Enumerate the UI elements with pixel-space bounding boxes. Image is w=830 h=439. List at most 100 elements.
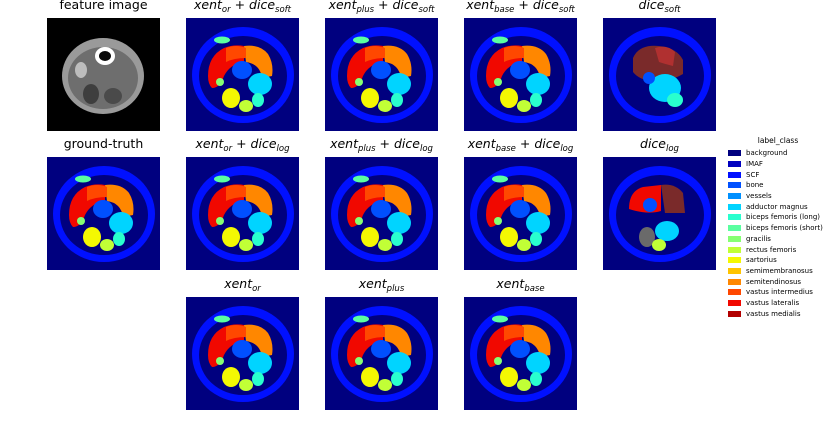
title-term: xent [224, 276, 253, 291]
legend-swatch [728, 214, 741, 221]
biceps-femoris-long-region [391, 93, 403, 107]
legend-swatch [728, 299, 741, 306]
semitendinosus-region [383, 324, 412, 357]
biceps-femoris-short-region [214, 36, 230, 44]
rectus-femoris-region [239, 100, 253, 112]
panel-dice_soft: dicesoft [603, 0, 716, 131]
gracilis-region [494, 357, 502, 365]
biceps-femoris-short-region [353, 36, 369, 44]
legend-swatch [728, 267, 741, 274]
adductor-magnus-region [248, 352, 272, 374]
title-subscript: log [419, 144, 433, 154]
semitendinosus-region [105, 184, 134, 217]
gracilis-region [494, 217, 502, 225]
title-subscript: plus [357, 144, 376, 154]
biceps-femoris-long-region [391, 232, 403, 246]
gracilis-region [494, 78, 502, 86]
bone-region [510, 200, 530, 218]
adductor-magnus-region [387, 73, 411, 95]
gracilis-region [77, 217, 85, 225]
segmentation-image [464, 297, 577, 410]
panel-title: dicesoft [603, 0, 716, 15]
adductor-magnus-region [109, 212, 133, 234]
vastus-intermedius-region [226, 46, 246, 62]
panel-xent_or_dice_soft: xentor + dicesoft [186, 0, 299, 131]
title-subscript: or [221, 5, 231, 15]
sartorius-region [500, 227, 518, 247]
rectus-femoris-region [100, 239, 114, 251]
bone-region [371, 200, 391, 218]
title-term: dice [393, 136, 420, 151]
legend-item: SCF [728, 169, 828, 180]
title-term: xent [466, 0, 495, 12]
gracilis-region [216, 357, 224, 365]
title-term: dice [640, 136, 666, 151]
rectus-femoris-region [378, 239, 392, 251]
legend-item: vastus lateralis [728, 298, 828, 309]
legend-label: gracilis [746, 234, 771, 243]
legend-swatch [728, 225, 741, 232]
rectus-femoris-region [517, 379, 531, 391]
title-term: dice [250, 136, 277, 151]
title-term: xent [358, 276, 387, 291]
biceps-femoris-long-region [667, 93, 683, 107]
biceps-femoris-short-region [214, 315, 230, 323]
title-plus: + [232, 136, 251, 151]
legend-label: vastus lateralis [746, 298, 800, 307]
vastus-medialis-region [655, 46, 675, 66]
biceps-femoris-short-region [492, 175, 508, 183]
legend-swatch [728, 171, 741, 178]
rectus-femoris-region [239, 239, 253, 251]
title-text: ground-truth [63, 136, 144, 151]
rectus-femoris-region [378, 379, 392, 391]
segmentation-image [603, 157, 716, 270]
title-subscript: or [252, 284, 261, 294]
vastus-intermedius-region [226, 325, 246, 341]
rectus-femoris-region [517, 239, 531, 251]
biceps-femoris-short-region [214, 175, 230, 183]
title-subscript: soft [558, 5, 575, 15]
sartorius-region [83, 227, 101, 247]
title-term: xent [496, 276, 525, 291]
adductor-magnus-region [248, 212, 272, 234]
panel-title: xentbase + dicelog [464, 136, 577, 154]
sartorius-region [500, 367, 518, 387]
gracilis-region [216, 78, 224, 86]
legend-item: rectus femoris [728, 244, 828, 255]
legend-item: sartorius [728, 255, 828, 266]
panel-title: xentbase [464, 276, 577, 294]
biceps-femoris-long-region [391, 372, 403, 386]
legend-swatch [728, 161, 741, 168]
legend-item: biceps femoris (short) [728, 223, 828, 234]
panel-title: xentor + dicelog [186, 136, 299, 154]
title-subscript: base [494, 5, 515, 15]
title-subscript: log [666, 144, 679, 154]
title-plus: + [375, 136, 394, 151]
legend-item: gracilis [728, 234, 828, 245]
segmentation-image [464, 157, 577, 270]
panel-xent_plus_dice_soft: xentplus + dicesoft [325, 0, 438, 131]
legend-swatch [728, 150, 741, 157]
panel-xent_or: xentor [186, 276, 299, 410]
legend-swatch [728, 310, 741, 317]
adductor-magnus-region [655, 221, 679, 241]
rectus-femoris-region [517, 100, 531, 112]
panel-title: feature image [47, 0, 160, 15]
panel-title: xentor + dicesoft [186, 0, 299, 15]
bone-region [371, 340, 391, 358]
legend-swatch [728, 193, 741, 200]
title-subscript: plus [386, 284, 405, 294]
bone-region [232, 200, 252, 218]
semitendinosus-region [522, 45, 551, 78]
segmentation-image [186, 297, 299, 410]
panel-dice_log: dicelog [603, 136, 716, 270]
dark-region-left [83, 84, 99, 104]
adductor-magnus-region [526, 212, 550, 234]
legend-item: adductor magnus [728, 201, 828, 212]
dark-region-right [104, 88, 122, 104]
sartorius-region [361, 227, 379, 247]
legend-label: background [746, 149, 788, 158]
legend: label_class background IMAF SCF bone vessels… [728, 136, 828, 319]
biceps-femoris-long-region [530, 93, 542, 107]
legend-item: biceps femoris (long) [728, 212, 828, 223]
